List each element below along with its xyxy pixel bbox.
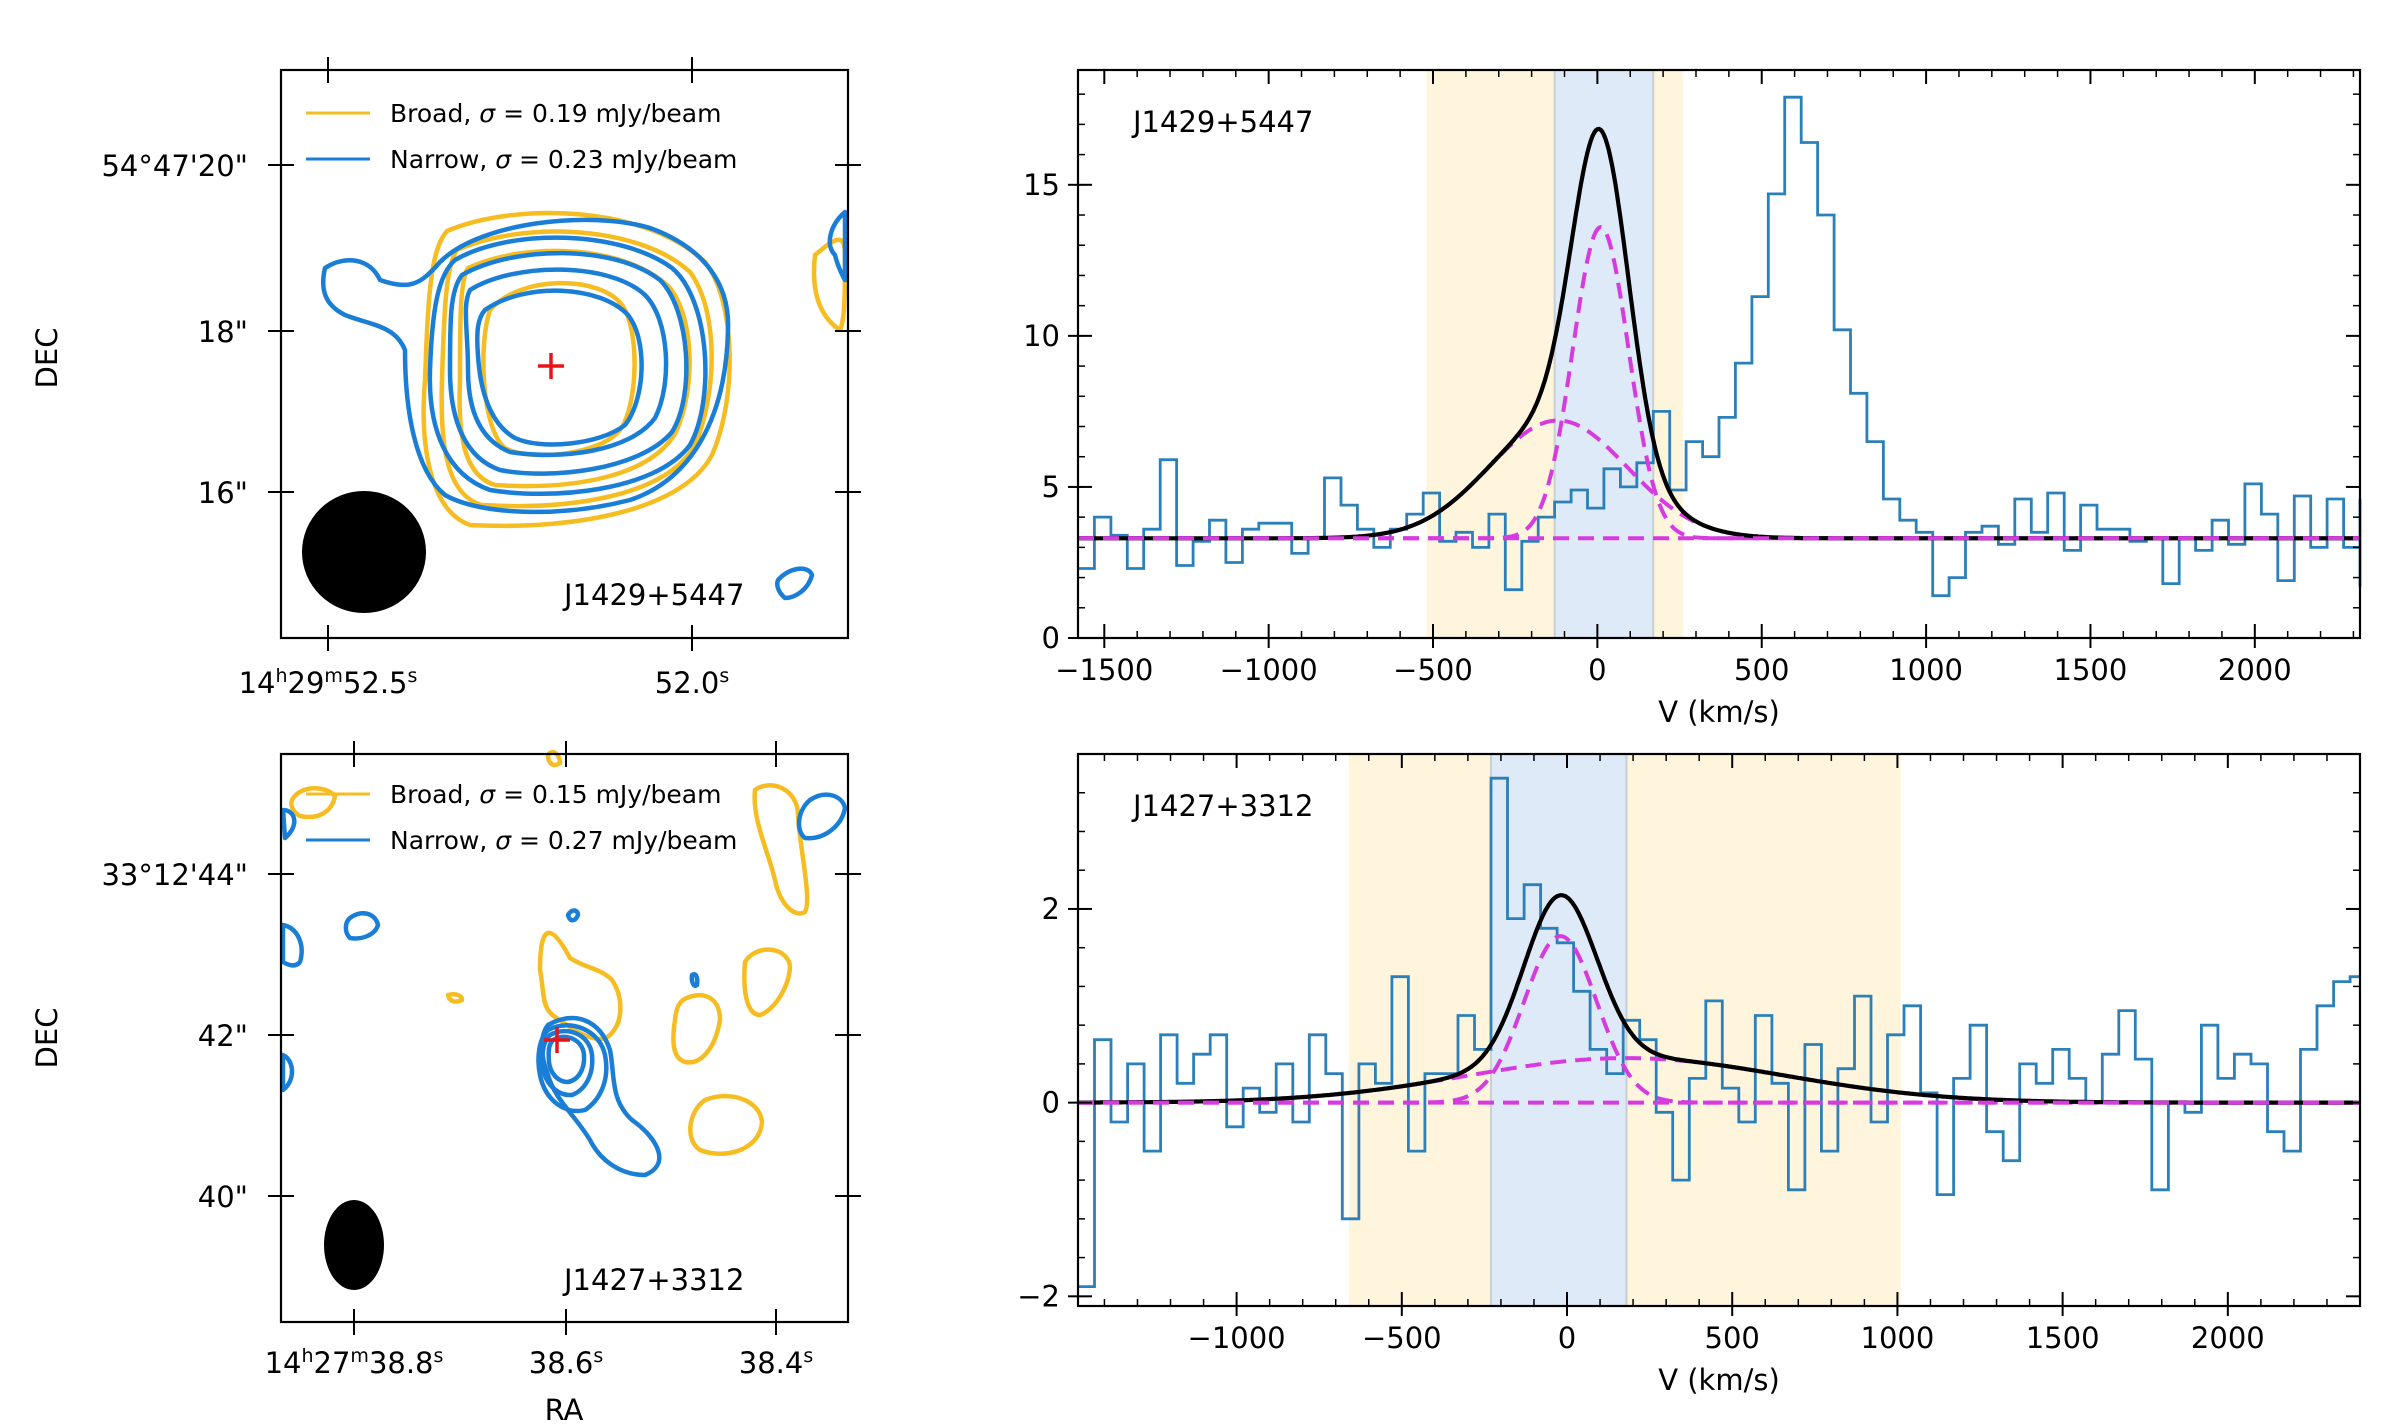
map-ytick-label: 54°47'20" bbox=[101, 149, 248, 183]
narrow-velocity-band bbox=[1491, 754, 1627, 1306]
broad-contour bbox=[688, 1093, 765, 1156]
narrow-contour bbox=[539, 1015, 662, 1178]
spectrum-xlabel: V (km/s) bbox=[1658, 1363, 1780, 1397]
map-xtick-label: 14h27m38.8s bbox=[265, 1345, 444, 1380]
narrow-contour bbox=[546, 1034, 587, 1085]
narrow-contour bbox=[796, 792, 848, 841]
spectrum-panel-j1429: −1500 −1000 −500 0 500 1000 1500 2000 0 5 10 15 J142… bbox=[1023, 68, 2362, 729]
y-tick-label: 2 bbox=[1042, 892, 1060, 926]
x-tick-label: −1000 bbox=[1188, 1321, 1286, 1355]
spectrum-source-label: J1429+5447 bbox=[1131, 105, 1313, 139]
x-tick-label: 500 bbox=[1705, 1321, 1760, 1355]
spectrum-frame bbox=[1076, 68, 2362, 640]
x-tick-label: 500 bbox=[1734, 653, 1789, 687]
map-ytick-label: 33°12'44" bbox=[101, 858, 248, 892]
y-tick-label: 0 bbox=[1042, 1086, 1060, 1120]
legend-entry-broad: Broad, σ = 0.15 mJy/beam bbox=[390, 780, 721, 809]
broad-contour bbox=[742, 947, 793, 1018]
narrow-contour bbox=[565, 908, 581, 923]
total-fit-line bbox=[1078, 893, 2360, 1105]
map-ytick-label: 42" bbox=[198, 1019, 248, 1053]
map-ytick-label: 16" bbox=[198, 476, 248, 510]
narrow-contour bbox=[427, 235, 708, 497]
broad-contour bbox=[289, 786, 338, 820]
spectrum-source-label: J1427+3312 bbox=[1131, 789, 1313, 823]
narrow-contour bbox=[280, 1052, 295, 1093]
broad-contour bbox=[439, 229, 714, 509]
map-ytick-label: 40" bbox=[198, 1180, 248, 1214]
broad-contour bbox=[811, 237, 848, 333]
narrow-contour bbox=[447, 250, 689, 476]
narrow-contour bbox=[280, 807, 297, 841]
y-tick-label: −2 bbox=[1017, 1279, 1060, 1313]
map-source-label: J1427+3312 bbox=[562, 1263, 744, 1297]
spectrum-xlabel: V (km/s) bbox=[1658, 695, 1780, 729]
narrow-component-fit bbox=[1078, 225, 2360, 541]
narrow-contour bbox=[540, 1028, 595, 1098]
map-xtick-label: 14h29m52.5s bbox=[239, 665, 418, 700]
beam-ellipse bbox=[302, 491, 426, 613]
x-tick-label: 0 bbox=[1588, 653, 1606, 687]
legend-entry-narrow: Narrow, σ = 0.23 mJy/beam bbox=[390, 145, 737, 174]
y-tick-label: 15 bbox=[1023, 168, 1060, 202]
narrow-contour bbox=[343, 911, 381, 941]
narrow-contour bbox=[775, 566, 815, 601]
narrow-contour bbox=[689, 972, 700, 988]
beam-ellipse bbox=[324, 1200, 384, 1290]
x-tick-label: −1000 bbox=[1220, 653, 1318, 687]
map-legend: Broad, σ = 0.19 mJy/beam Narrow, σ = 0.2… bbox=[306, 99, 737, 174]
y-tick-label: 5 bbox=[1042, 470, 1060, 504]
source-marker-cross bbox=[544, 1027, 570, 1053]
broad-contour bbox=[545, 749, 563, 768]
x-tick-label: 0 bbox=[1558, 1321, 1576, 1355]
map-frame bbox=[279, 68, 850, 640]
map-panel-j1427: Broad, σ = 0.15 mJy/beam Narrow, σ = 0.2… bbox=[30, 741, 861, 1427]
x-tick-label: 2000 bbox=[2218, 653, 2292, 687]
x-tick-label: 1500 bbox=[2054, 653, 2128, 687]
map-xtick-label: 38.6s bbox=[529, 1345, 603, 1380]
map-xlabel: RA bbox=[545, 1393, 584, 1427]
x-tick-label: 1000 bbox=[1861, 1321, 1935, 1355]
map-ytick-label: 18" bbox=[198, 315, 248, 349]
broad-contour bbox=[671, 992, 723, 1065]
map-contours-narrow bbox=[280, 792, 848, 1178]
map-source-label: J1429+5447 bbox=[562, 578, 744, 612]
broad-contour bbox=[445, 991, 465, 1004]
spectrum-frame bbox=[1076, 752, 2362, 1308]
narrow-contour bbox=[320, 217, 731, 515]
x-tick-label: 1000 bbox=[1889, 653, 1963, 687]
broad-contour bbox=[752, 783, 810, 916]
map-xtick-label: 38.4s bbox=[739, 1345, 813, 1380]
spectrum-histogram bbox=[1078, 95, 2362, 598]
map-contours-narrow bbox=[320, 209, 848, 601]
narrow-contour bbox=[280, 922, 304, 968]
map-ticks bbox=[268, 741, 861, 1335]
total-fit-line bbox=[1078, 126, 2360, 541]
x-tick-label: 1500 bbox=[2026, 1321, 2100, 1355]
spectrum-panel-j1427: −1000 −500 0 500 1000 1500 2000 −2 0 2 J1427+3312 V… bbox=[1017, 752, 2362, 1397]
source-marker-cross bbox=[538, 353, 564, 379]
map-xtick-label: 52.0s bbox=[655, 665, 729, 700]
x-tick-label: −1500 bbox=[1055, 653, 1153, 687]
legend-entry-broad: Broad, σ = 0.19 mJy/beam bbox=[390, 99, 721, 128]
narrow-contour bbox=[536, 1023, 609, 1114]
x-tick-label: −500 bbox=[1393, 653, 1473, 687]
narrow-contour bbox=[463, 267, 669, 458]
map-frame bbox=[279, 752, 850, 1324]
map-panel-j1429: Broad, σ = 0.19 mJy/beam Narrow, σ = 0.2… bbox=[30, 57, 861, 700]
map-legend: Broad, σ = 0.15 mJy/beam Narrow, σ = 0.2… bbox=[306, 780, 737, 855]
narrow-contour bbox=[475, 288, 644, 447]
y-tick-label: 0 bbox=[1042, 621, 1060, 655]
map-ylabel: DEC bbox=[30, 1008, 64, 1069]
x-tick-label: 2000 bbox=[2191, 1321, 2265, 1355]
narrow-contour bbox=[827, 209, 848, 283]
legend-entry-narrow: Narrow, σ = 0.27 mJy/beam bbox=[390, 826, 737, 855]
y-tick-label: 10 bbox=[1023, 319, 1060, 353]
x-tick-label: −500 bbox=[1362, 1321, 1442, 1355]
map-ticks bbox=[268, 57, 861, 651]
map-ylabel: DEC bbox=[30, 328, 64, 389]
